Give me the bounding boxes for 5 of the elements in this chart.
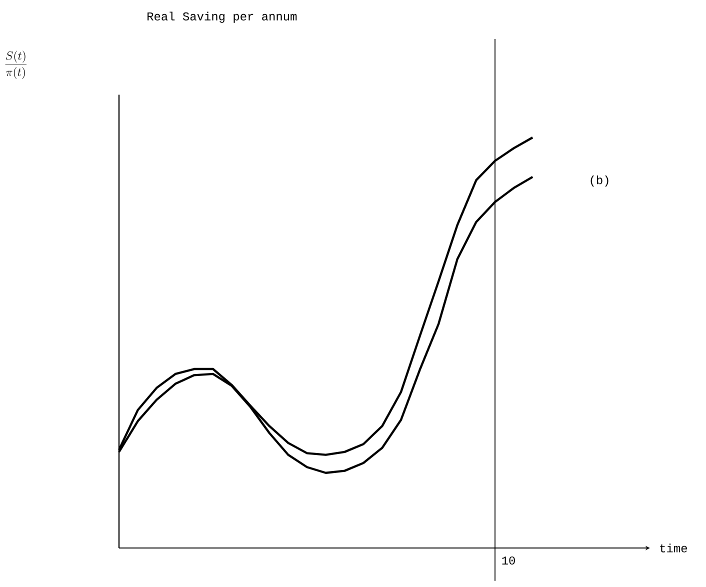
text: (b) (590, 175, 608, 187)
text: $\frac{S(t)}{\pi(t)}$ (5, 50, 27, 79)
text: Real Saving per annum (148, 12, 297, 23)
text: 10 (502, 556, 515, 565)
text: time (660, 544, 687, 552)
